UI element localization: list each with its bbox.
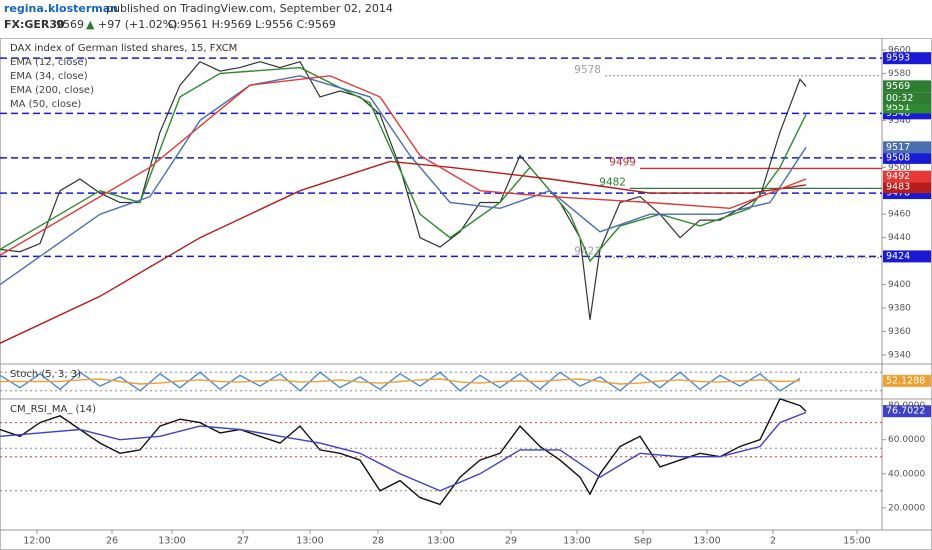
legend-entry: EMA (34, close) [10,71,88,82]
price-box [883,151,931,164]
y-tick-label: 9400 [888,280,911,290]
countdown-box [883,92,931,105]
price-box [883,80,931,93]
x-tick-label: 13:00 [693,536,720,547]
price-box-label: 9593 [886,53,910,64]
price-box-label: 9517 [886,142,910,153]
panel-title: DAX index of German listed shares, 15, F… [10,43,237,54]
price-box [883,52,931,65]
y-tick-label: 40.0000 [888,469,925,479]
price-box-label: 9492 [886,171,910,182]
x-tick-label: 13:00 [563,536,590,547]
price-box-label: 52.1288 [886,375,925,386]
series-line [0,66,807,263]
y-tick-label: 9460 [888,210,911,220]
y-tick-label: 9440 [888,233,911,243]
series-line [0,411,807,492]
x-tick-label: 28 [372,536,384,547]
legend-entry: MA (50, close) [10,99,81,110]
x-tick-label: 13:00 [158,536,185,547]
y-tick-label: 9500 [888,163,911,173]
x-tick-label: 12:00 [23,536,50,547]
symbol: FX:GER30 [4,18,65,31]
y-tick-label: 9380 [888,304,911,314]
annotation-label: 9499 [609,156,636,168]
x-tick-label: 13:00 [427,536,454,547]
y-tick-label: 9340 [888,350,911,360]
last-price: 9569 [56,18,84,31]
price-box-label: 9551 [886,102,910,113]
series-line [0,378,801,385]
legend-entry: EMA (200, close) [10,85,94,96]
x-tick-label: 2 [770,536,776,547]
author[interactable]: regina.klosterman [4,2,118,15]
series-line [0,160,807,344]
price-box [883,170,931,183]
y-tick-label: 9600 [888,45,911,55]
change: +97 (+1.02%) [98,18,177,31]
annotation-label: 9578 [574,64,601,76]
x-tick-label: 26 [106,536,118,547]
x-tick-label: 29 [505,536,517,547]
y-tick-label: 20.0000 [888,503,925,513]
price-box [883,405,931,418]
published: published on TradingView.com, September … [106,2,393,15]
x-tick-label: 13:00 [296,536,323,547]
price-box [883,181,931,194]
x-tick-label: Sep [634,536,652,547]
x-tick-label: 15:00 [843,536,870,547]
price-box-label: 9424 [886,251,910,262]
y-tick-label: 9540 [888,116,911,126]
series-line [0,371,801,392]
price-box-label: 9483 [886,182,910,193]
series-line [0,75,807,256]
panel-title: Stoch (5, 3, 3) [10,369,81,380]
ohlc: O:9561 H:9569 L:9556 C:9569 [168,18,336,31]
price-box-label: 76.7022 [886,406,925,417]
series-line [0,397,807,506]
arrow: ▲ [86,18,95,31]
price-box [883,101,931,114]
legend-entry: EMA (12, close) [10,57,88,68]
series-line [0,75,807,286]
y-tick-label: 60.0000 [888,435,925,445]
y-tick-label: 9360 [888,327,911,337]
price-box-label: 9508 [886,152,910,163]
price-box [883,250,931,263]
price-box-label: 9569 [886,81,910,92]
countdown: 00:32 [886,93,913,104]
price-box [883,141,931,154]
panel-title: CM_RSI_MA_ (14) [10,404,96,415]
annotation-label: 9482 [599,176,626,188]
y-tick-label: 9580 [888,69,911,79]
price-box [883,374,931,387]
x-tick-label: 27 [237,536,249,547]
